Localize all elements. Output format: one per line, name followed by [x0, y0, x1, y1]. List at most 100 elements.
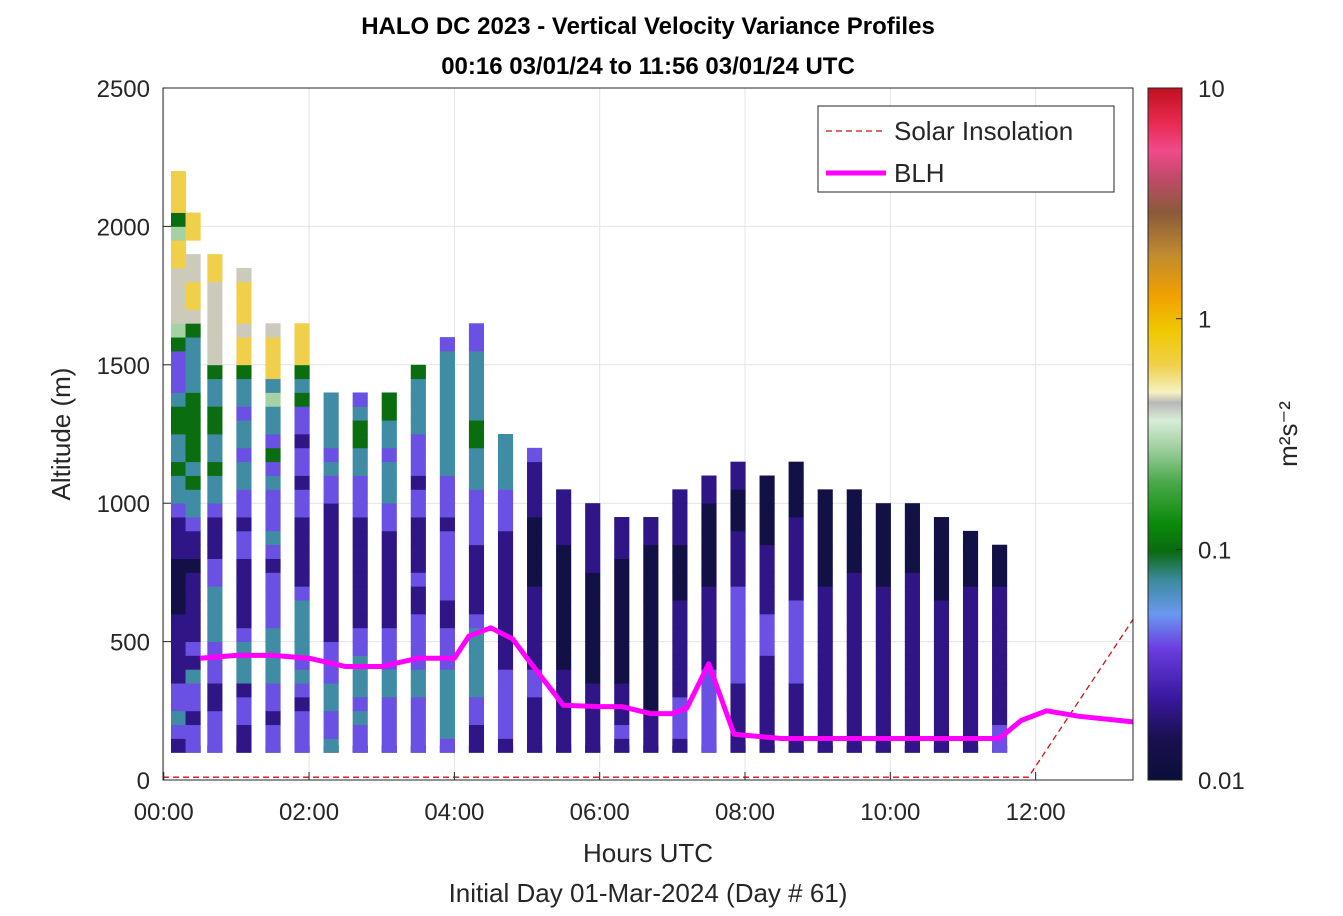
heatmap-cell [933, 669, 950, 684]
colorbar-tick-label: 0.01 [1198, 768, 1245, 795]
heatmap-cell [904, 627, 920, 642]
heatmap-cell [352, 586, 368, 601]
heatmap-cell [294, 696, 310, 712]
heatmap-cell [904, 572, 920, 587]
heatmap-cell [170, 295, 187, 310]
heatmap-cell [468, 489, 485, 504]
heatmap-cell [294, 738, 310, 753]
heatmap-cell [497, 447, 514, 463]
colorbar-tick-label: 0.1 [1198, 537, 1231, 564]
heatmap-cell [236, 517, 252, 532]
heatmap-cell [323, 447, 339, 463]
heatmap-cell [701, 475, 717, 490]
heatmap-cell [730, 544, 746, 559]
heatmap-cell [672, 544, 688, 559]
heatmap-cell [323, 669, 339, 684]
heatmap-cell [875, 517, 891, 532]
heatmap-cell [323, 641, 339, 656]
heatmap-cell [672, 558, 688, 573]
heatmap-cell [265, 461, 281, 476]
heatmap-cell [294, 489, 310, 504]
heatmap-cell [556, 572, 572, 587]
heatmap-cell [323, 392, 339, 407]
heatmap-cell [585, 586, 601, 601]
heatmap-cell [846, 586, 862, 601]
heatmap-cell [846, 503, 862, 518]
heatmap-cell [759, 586, 775, 601]
heatmap-cell [352, 489, 368, 504]
heatmap-cell [992, 586, 1008, 601]
heatmap-cell [992, 669, 1008, 684]
heatmap-cell [265, 503, 281, 518]
heatmap-cell [846, 600, 862, 615]
heatmap-cell [817, 710, 833, 726]
heatmap-cell [672, 517, 688, 532]
heatmap-cell [468, 586, 485, 601]
heatmap-cell [352, 572, 368, 587]
heatmap-cell [759, 544, 775, 559]
heatmap-cell [294, 378, 310, 393]
heatmap-cell [236, 600, 252, 615]
heatmap-cell [846, 710, 862, 726]
heatmap-cell [468, 503, 485, 518]
heatmap-cell [614, 710, 630, 726]
heatmap-cell [439, 447, 455, 463]
heatmap-cell [933, 627, 950, 642]
heatmap-cell [643, 530, 659, 546]
heatmap-cell [381, 420, 397, 435]
heatmap-cell [468, 447, 485, 463]
heatmap-cell [265, 600, 281, 615]
heatmap-cell [185, 309, 201, 324]
heatmap-cell [730, 586, 746, 601]
heatmap-cell [614, 517, 630, 532]
colorbar-gradient [1147, 87, 1183, 781]
heatmap-cell [962, 710, 979, 726]
heatmap-cell [207, 461, 223, 476]
heatmap-cell [185, 586, 201, 601]
heatmap-cell [170, 517, 187, 532]
heatmap-cell [185, 641, 201, 656]
heatmap-cell [904, 724, 920, 739]
heatmap-cell [556, 724, 572, 739]
heatmap-cell [933, 738, 950, 753]
heatmap-cell [759, 738, 775, 753]
heatmap-cell [468, 392, 485, 407]
heatmap-cell [585, 530, 601, 546]
heatmap-cell [323, 683, 339, 698]
heatmap-cell [236, 558, 252, 573]
heatmap-cell [185, 669, 201, 684]
heatmap-cell [527, 572, 543, 587]
heatmap-cell [170, 489, 187, 504]
heatmap-cell [497, 489, 514, 504]
heatmap-cell [759, 475, 775, 490]
heatmap-cell [643, 572, 659, 587]
heatmap-cell [352, 738, 368, 753]
heatmap-cell [185, 267, 201, 283]
heatmap-cell [294, 724, 310, 739]
heatmap-cell [817, 669, 833, 684]
heatmap-cell [585, 503, 601, 518]
heatmap-cell [992, 738, 1008, 753]
heatmap-cell [788, 669, 804, 684]
heatmap-cell [207, 669, 223, 684]
heatmap-cell [614, 738, 630, 753]
heatmap-cell [207, 295, 223, 310]
heatmap-cell [236, 572, 252, 587]
heatmap-cell [759, 655, 775, 670]
heatmap-cell [265, 447, 281, 463]
heatmap-cell [527, 627, 543, 642]
heatmap-cell [701, 530, 717, 546]
heatmap-cell [730, 710, 746, 726]
heatmap-cell [730, 641, 746, 656]
heatmap-cell [381, 696, 397, 712]
heatmap-cell [381, 613, 397, 629]
heatmap-cell [185, 655, 201, 670]
colorbar-ticks: 0.01 0.1 1 10 [1176, 76, 1245, 795]
heatmap-cell [323, 475, 339, 490]
heatmap-cell [556, 600, 572, 615]
heatmap-cell [788, 696, 804, 712]
heatmap-cell [672, 489, 688, 504]
heatmap-cell [265, 627, 281, 642]
heatmap-cell [185, 600, 201, 615]
heatmap-cell [527, 600, 543, 615]
